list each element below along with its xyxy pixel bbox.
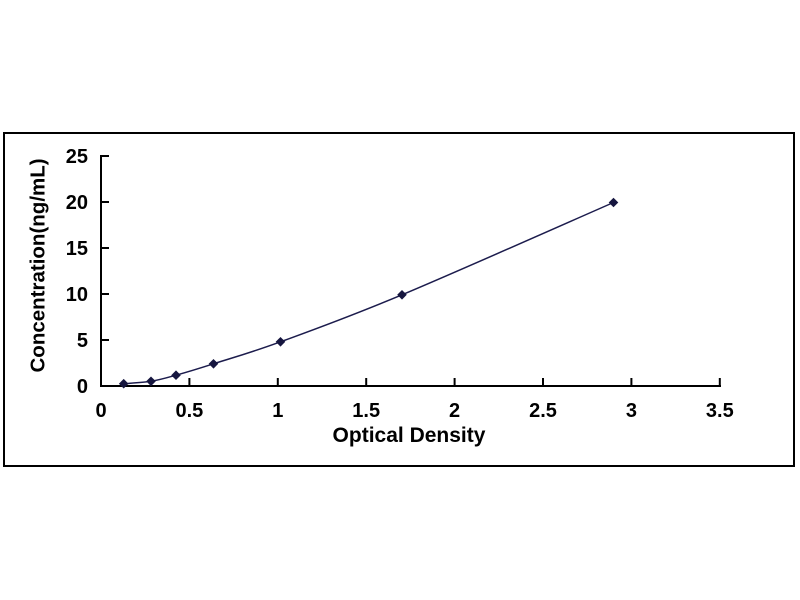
svg-text:0: 0 bbox=[95, 400, 106, 422]
svg-text:3: 3 bbox=[626, 400, 637, 422]
svg-text:5: 5 bbox=[77, 330, 88, 352]
svg-text:2: 2 bbox=[449, 400, 460, 422]
svg-text:2.5: 2.5 bbox=[529, 400, 557, 422]
svg-text:10: 10 bbox=[66, 284, 88, 306]
svg-text:0: 0 bbox=[77, 376, 88, 398]
svg-text:Optical Density: Optical Density bbox=[333, 424, 486, 447]
svg-text:25: 25 bbox=[66, 146, 88, 168]
svg-text:0.5: 0.5 bbox=[175, 400, 203, 422]
svg-text:1: 1 bbox=[272, 400, 283, 422]
svg-text:20: 20 bbox=[66, 192, 88, 214]
svg-text:Concentration(ng/mL): Concentration(ng/mL) bbox=[27, 158, 50, 372]
svg-text:3.5: 3.5 bbox=[706, 400, 734, 422]
svg-text:15: 15 bbox=[66, 238, 88, 260]
svg-text:1.5: 1.5 bbox=[352, 400, 380, 422]
